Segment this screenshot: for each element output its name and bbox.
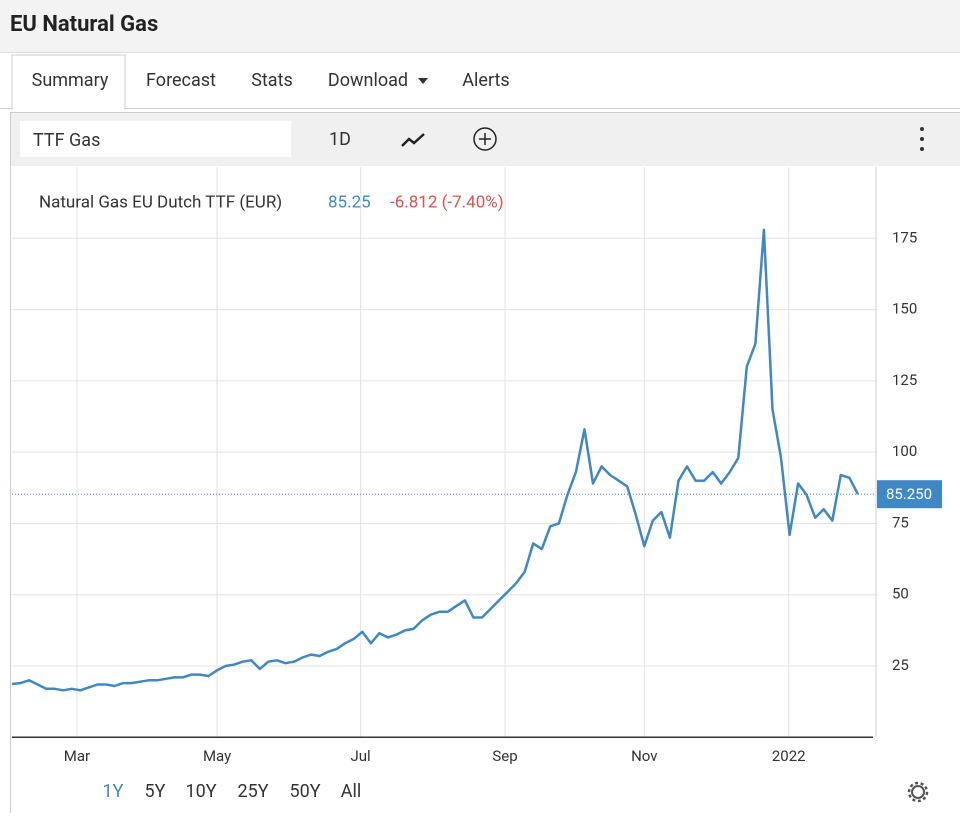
- last-price-label: 85.250: [886, 485, 932, 503]
- legend-change: -6.812 (-7.40%): [390, 192, 504, 212]
- symbol-text: TTF Gas: [33, 130, 100, 151]
- range-button[interactable]: 1Y: [103, 781, 124, 802]
- tab[interactable]: Forecast: [146, 70, 216, 91]
- menu-dot[interactable]: [920, 127, 924, 131]
- range-button[interactable]: 25Y: [237, 781, 268, 802]
- x-tick-label: Mar: [64, 747, 90, 765]
- y-tick-label: 50: [892, 585, 909, 603]
- y-tick-label: 175: [892, 228, 917, 246]
- menu-dot: [920, 137, 924, 141]
- x-tick-label: Sep: [492, 747, 517, 765]
- range-button[interactable]: 5Y: [145, 781, 166, 802]
- x-tick-label: 2022: [772, 747, 806, 765]
- page-title: EU Natural Gas: [10, 12, 158, 37]
- y-tick-label: 100: [892, 442, 917, 460]
- x-tick-label: Nov: [631, 747, 657, 765]
- y-tick-label: 125: [892, 371, 917, 389]
- range-button[interactable]: 10Y: [185, 781, 216, 802]
- x-tick-label: May: [203, 747, 231, 765]
- range-button[interactable]: 50Y: [289, 781, 320, 802]
- tab[interactable]: Stats: [251, 70, 293, 91]
- y-tick-label: 25: [892, 656, 909, 674]
- menu-dot: [920, 147, 924, 151]
- chart-frame: [11, 113, 960, 814]
- y-tick-label: 150: [892, 300, 917, 318]
- range-button[interactable]: All: [341, 781, 362, 802]
- legend-name: Natural Gas EU Dutch TTF (EUR): [39, 192, 282, 212]
- dropdown-caret: [418, 78, 428, 84]
- y-tick-label: 75: [892, 513, 909, 531]
- tab[interactable]: Download: [328, 70, 408, 91]
- legend-price: 85.25: [328, 192, 371, 212]
- interval-button[interactable]: 1D: [329, 129, 351, 150]
- x-tick-label: Jul: [351, 747, 371, 765]
- tab[interactable]: Alerts: [462, 70, 509, 91]
- tab[interactable]: Summary: [32, 70, 109, 91]
